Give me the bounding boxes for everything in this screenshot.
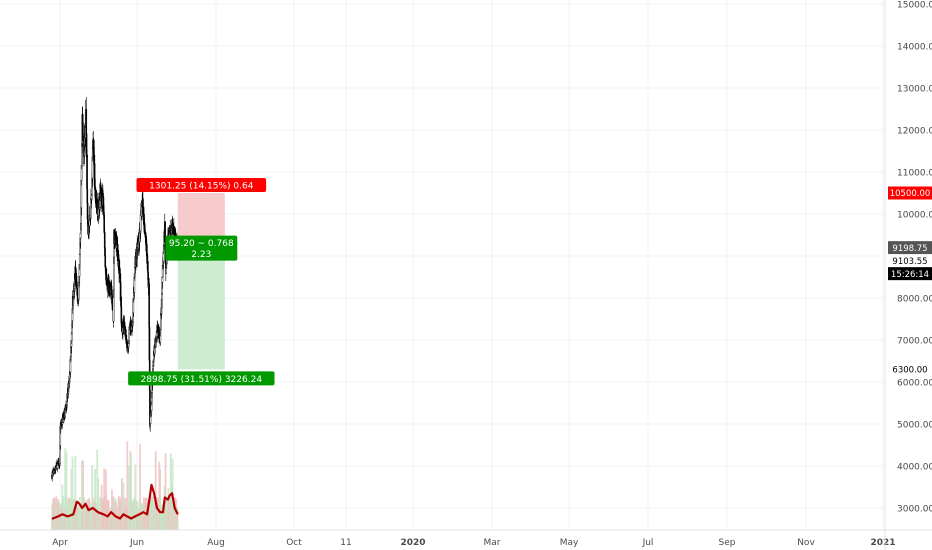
price-tick-label: 11000.00 <box>897 169 932 179</box>
target-label: 1301.25 (14.15%) 0.64 <box>149 182 254 192</box>
price-tick-label: 10000.00 <box>897 211 932 221</box>
time-tick-label: Mar <box>484 538 501 548</box>
volume-bar <box>65 452 68 530</box>
price-tick-label: 6000.00 <box>897 379 932 389</box>
volume-bar <box>82 460 85 530</box>
volume-bar <box>164 453 167 530</box>
time-tick-label: May <box>560 538 579 548</box>
position-labels: 1301.25 (14.15%) 0.64 2898.75 (31.51%) 32… <box>128 178 275 386</box>
stop-label: 2898.75 (31.51%) 3226.24 <box>141 375 263 385</box>
volume-bar <box>97 477 100 530</box>
stop-zone[interactable] <box>177 247 225 370</box>
price-marker-last-bg <box>888 254 932 268</box>
price-marker-stop-bg <box>888 362 932 376</box>
candle-body <box>99 199 101 208</box>
candle-body <box>81 143 83 166</box>
time-tick-label: Aug <box>207 538 225 548</box>
price-marker-target-bg <box>888 186 932 200</box>
price-tick-label: 4000.00 <box>897 463 932 473</box>
price-marker-entry: 9198.75 <box>892 244 927 254</box>
time-tick-label: 2021 <box>870 538 895 548</box>
price-tick-label: 3000.00 <box>897 505 932 515</box>
volume-bar <box>127 465 130 530</box>
candle-body <box>94 187 97 198</box>
price-tick-label: 15000.00 <box>897 1 932 11</box>
stop-label-bg <box>128 371 275 386</box>
volume-ma-line <box>51 483 179 520</box>
volume-bar <box>134 464 137 530</box>
volume-bar <box>64 448 67 530</box>
price-tick-label: 5000.00 <box>897 421 932 431</box>
volume-bar <box>94 469 96 530</box>
candle-body <box>149 416 152 424</box>
candle-body <box>148 327 151 361</box>
volume-bar <box>130 453 132 530</box>
volume-bar <box>71 456 74 530</box>
volume-bar <box>169 453 172 530</box>
volume-bar <box>176 520 179 530</box>
volume-bar <box>126 441 129 530</box>
target-label-bg <box>136 178 267 192</box>
candle-body <box>148 283 150 328</box>
price-marker-target: 10500.00 <box>890 189 931 199</box>
volume-bar <box>90 503 92 530</box>
price-tick-label: 14000.00 <box>897 43 932 53</box>
position-tool[interactable] <box>177 193 225 370</box>
candle-body <box>78 253 81 265</box>
volume-bar <box>74 455 77 530</box>
volume-bar <box>80 460 83 530</box>
center-label-line2: 2.23 <box>191 250 211 260</box>
time-tick-label: Jul <box>642 538 654 548</box>
price-markers: 10500.00 9198.75 9103.55 15:26:14 6300.00 <box>888 186 932 376</box>
volume-bar <box>116 507 118 530</box>
volume-bar <box>70 468 73 530</box>
volume-bar <box>154 451 157 530</box>
price-marker-entry-bg <box>888 241 932 255</box>
candle-body <box>139 214 142 232</box>
time-tick-label: Oct <box>286 538 302 548</box>
center-label-bg <box>165 235 238 261</box>
price-tick-label: 7000.00 <box>897 337 932 347</box>
price-tick-label: 12000.00 <box>897 127 932 137</box>
time-tick-label: Apr <box>52 538 68 548</box>
candle-body <box>79 232 82 239</box>
candle-body <box>128 333 130 342</box>
price-marker-countdown-bg <box>888 267 932 281</box>
price-marker-last: 9103.55 <box>892 257 927 267</box>
time-tick-label: Nov <box>797 538 815 548</box>
volume-bar <box>96 449 99 530</box>
price-tick-label: 13000.00 <box>897 85 932 95</box>
volume-bar <box>91 464 94 530</box>
volume-bar <box>104 496 106 530</box>
volume-ma-path <box>51 483 179 520</box>
candle-body <box>85 109 88 134</box>
volume-bar <box>139 444 141 530</box>
price-marker-countdown: 15:26:14 <box>891 270 929 280</box>
time-tick-label: 2020 <box>400 538 425 548</box>
center-label-line1: 95.20 ~ 0.768 <box>169 239 234 249</box>
time-tick-label: Sep <box>719 538 736 548</box>
time-tick-label: Jun <box>129 538 144 548</box>
candles <box>51 97 179 482</box>
price-tick-label: 8000.00 <box>897 295 932 305</box>
candle-body <box>103 211 105 216</box>
time-tick-label: 11 <box>340 538 351 548</box>
price-marker-stop: 6300.00 <box>892 366 927 376</box>
